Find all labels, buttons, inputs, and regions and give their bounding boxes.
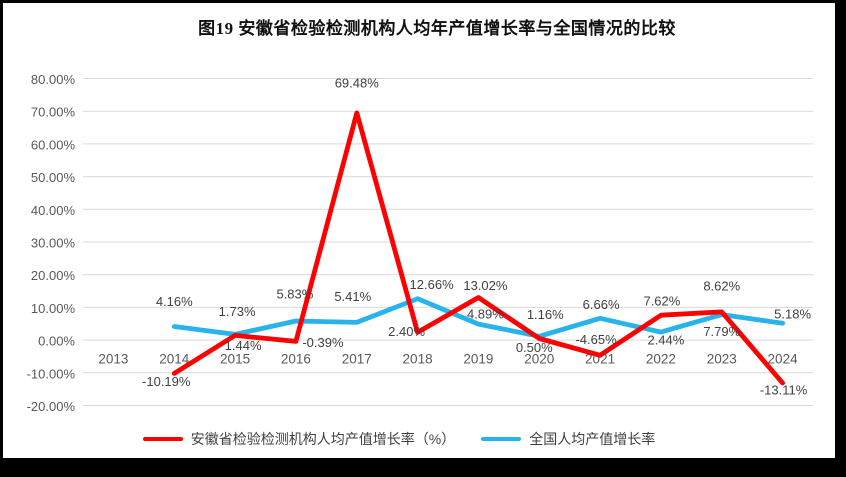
x-tick-label: 2022 [646,352,676,367]
data-label: 4.89% [467,307,504,322]
data-label: 5.83% [276,287,313,302]
x-tick-label: 2014 [159,352,190,367]
legend-label-national: 全国人均产值增长率 [529,431,656,447]
data-label: 2.44% [647,333,684,348]
line-chart: 80.00% 70.00% 60.00% 50.00% 40.00% 30.00% 20.0… [27,72,813,414]
data-label: 69.48% [335,75,380,90]
x-tick-label: 2024 [768,352,799,367]
x-tick-label: 2017 [342,352,372,367]
data-label: 12.66% [410,277,455,292]
chart-title: 图19 安徽省检验检测机构人均年产值增长率与全国情况的比较 [198,19,676,38]
x-tick-label: 2016 [281,352,311,367]
legend-item-anhui: 安徽省检验检测机构人均产值增长率（%） [142,429,456,449]
x-tick-label: 2023 [707,352,737,367]
gridlines [83,78,813,406]
data-label: -10.19% [142,374,191,389]
data-label: 7.79% [703,324,740,339]
y-tick-label: 60.00% [31,137,76,152]
series-line-anhui [171,110,785,386]
chart-panel: 图19 安徽省检验检测机构人均年产值增长率与全国情况的比较 80.00% 70.0… [3,3,835,458]
legend-swatch-national-line [481,437,522,441]
data-label: -0.39% [302,335,344,350]
data-label: 5.18% [774,307,811,322]
y-tick-label: 10.00% [31,301,76,316]
data-label: 5.41% [334,289,371,304]
legend-label-anhui: 安徽省检验检测机构人均产值增长率（%） [190,431,456,447]
series-line-national [171,296,785,339]
x-tick-label: 2020 [524,352,554,367]
y-tick-label: 70.00% [31,105,76,120]
data-label: 13.02% [463,278,508,293]
data-label: 1.44% [225,338,262,353]
x-axis-tick-labels: 2013 2014 2015 2016 2017 2018 2019 2020 2021 2022… [98,352,798,367]
data-labels: -10.19% 1.44% -0.39% 69.48% 2.40% 13.02% 0.50%… [142,75,811,397]
y-tick-label: 80.00% [31,72,76,87]
y-tick-label: 0.00% [38,334,75,349]
data-label: 0.50% [516,340,553,355]
chart-legend: 安徽省检验检测机构人均产值增长率（%） 全国人均产值增长率 [3,427,835,451]
data-label: 4.16% [156,294,193,309]
data-label: 1.16% [527,307,564,322]
y-tick-label: 50.00% [31,170,76,185]
data-label: 6.66% [583,297,620,312]
legend-swatch-anhui-line [142,437,183,441]
y-tick-label: 40.00% [31,203,76,218]
x-tick-label: 2013 [98,352,128,367]
y-tick-label: -10.00% [27,366,76,381]
x-tick-label: 2015 [220,352,250,367]
data-label: -4.65% [575,332,617,347]
x-tick-label: 2018 [403,352,433,367]
y-axis-tick-labels: 80.00% 70.00% 60.00% 50.00% 40.00% 30.00% 20.0… [27,72,76,414]
data-label: 8.62% [703,278,740,293]
legend-item-national: 全国人均产值增长率 [481,429,655,449]
y-tick-label: 30.00% [31,236,76,251]
data-label: 7.62% [643,294,680,309]
data-label: 1.73% [219,304,256,319]
y-tick-label: 20.00% [31,268,76,283]
data-label: -13.11% [760,382,808,397]
y-tick-label: -20.00% [27,399,76,414]
x-tick-label: 2019 [463,352,493,367]
data-label: 2.40% [388,324,425,339]
